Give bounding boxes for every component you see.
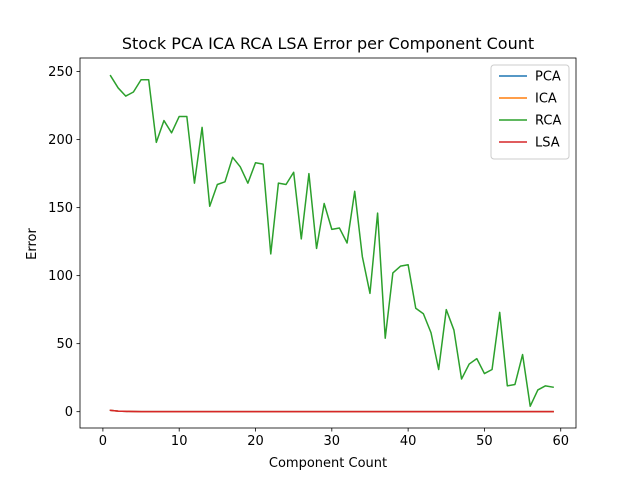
x-tick-label: 50 [476,434,493,449]
legend-frame [490,64,570,160]
series-line-rca [109,74,554,407]
chart-title: Stock PCA ICA RCA LSA Error per Componen… [122,34,534,53]
series-line-lsa [109,409,554,413]
x-tick-label: 30 [324,434,341,449]
x-axis-label: Component Count [269,456,387,471]
y-axis-label: Error [25,228,40,260]
legend-label-ica: ICA [535,92,557,107]
x-tick-label: 40 [400,434,417,449]
legend-label-rca: RCA [535,114,561,129]
plot-area: 0 10 20 30 40 50 60 0 50 100 150 200 250 [48,57,577,449]
legend-label-lsa: LSA [535,136,560,151]
y-tick-label: 250 [48,65,73,80]
legend-label-pca: PCA [535,70,561,85]
axes-frame [79,57,577,429]
x-tick-label: 10 [171,434,188,449]
y-tick-label: 0 [65,405,73,420]
y-tick-label: 100 [48,269,73,284]
y-tick-label: 200 [48,133,73,148]
x-tick-label: 20 [247,434,264,449]
legend: PCA ICA RCA LSA [490,64,570,160]
x-tick-label: 60 [552,434,569,449]
y-tick-label: 50 [56,337,73,352]
x-tick-label: 0 [99,434,107,449]
y-tick-label: 150 [48,201,73,216]
